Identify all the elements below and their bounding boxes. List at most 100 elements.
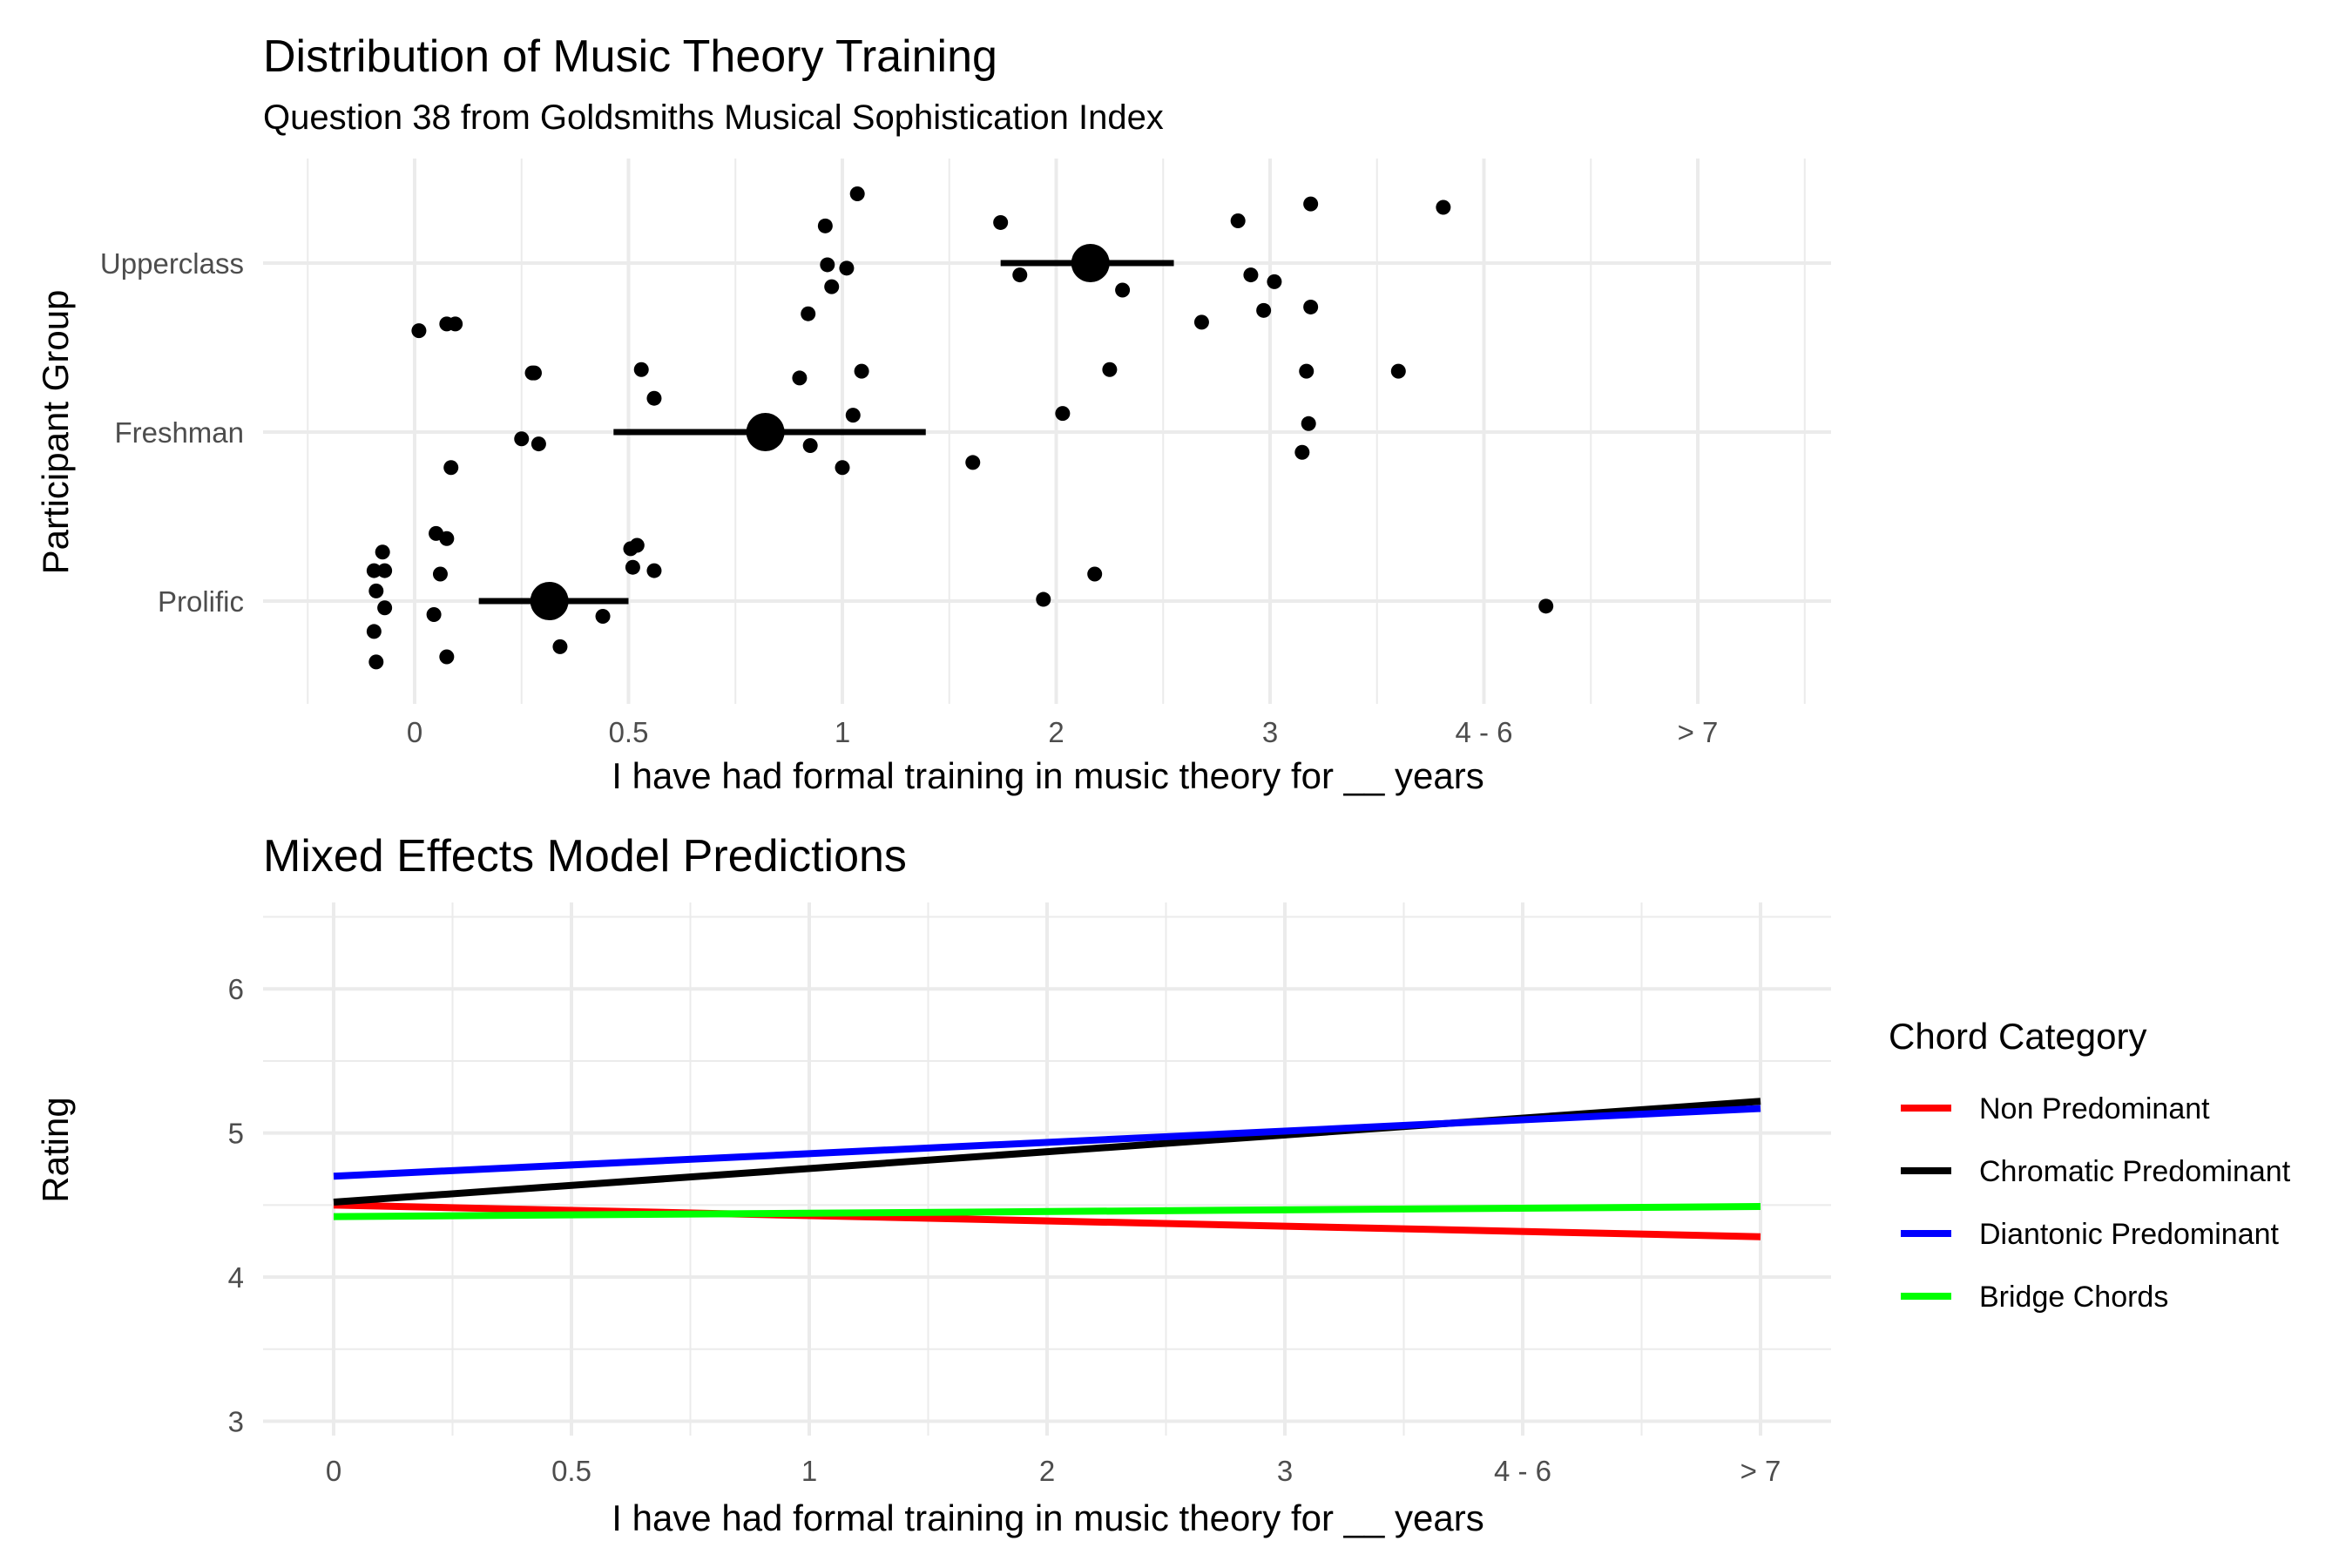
legend-title: Chord Category <box>1889 1016 2146 1057</box>
prediction-lines <box>333 1098 1761 1240</box>
data-point <box>1303 196 1319 212</box>
series-line <box>333 1203 1761 1220</box>
data-point <box>1390 363 1406 379</box>
data-point <box>439 531 455 546</box>
data-point <box>646 390 662 406</box>
y-axis-title-2: Rating <box>35 1097 76 1202</box>
legend-label: Non Predominant <box>1979 1092 2210 1125</box>
data-point <box>1102 362 1118 377</box>
data-point <box>531 436 546 452</box>
x-tick-label: 3 <box>1277 1455 1293 1487</box>
data-point <box>366 563 382 578</box>
data-point <box>1243 267 1259 283</box>
y-tick-label: 3 <box>228 1405 244 1437</box>
series-line <box>333 1105 1761 1180</box>
legend: Chord Category Non Predominant Chromatic … <box>1889 1016 2291 1314</box>
x-tick-label: > 7 <box>1740 1455 1781 1487</box>
x-tick-label: 0 <box>326 1455 341 1487</box>
data-point <box>993 214 1009 230</box>
x-tick-label: 0 <box>407 716 422 748</box>
x-tick-label: 2 <box>1048 716 1064 748</box>
y-tick-labels: Prolific Freshman Upperclass <box>100 247 244 618</box>
legend-label: Bridge Chords <box>1979 1281 2168 1314</box>
data-point <box>792 370 808 386</box>
mean-point <box>1071 244 1110 282</box>
legend-label: Diantonic Predominant <box>1979 1218 2280 1251</box>
data-point <box>526 365 542 381</box>
data-point <box>854 363 869 379</box>
x-tick-label: 1 <box>835 716 850 748</box>
data-point <box>802 438 818 454</box>
chart-title-2: Mixed Effects Model Predictions <box>263 831 907 882</box>
data-point <box>411 323 427 339</box>
data-point <box>1193 314 1209 330</box>
data-point <box>1299 363 1315 379</box>
data-point <box>1115 282 1131 298</box>
x-tick-label: 4 - 6 <box>1494 1455 1551 1487</box>
y-axis-title: Participant Group <box>35 290 76 575</box>
x-tick-label: 1 <box>801 1455 817 1487</box>
data-point <box>1036 591 1051 607</box>
x-tick-label: 3 <box>1262 716 1278 748</box>
y-tick-label: Prolific <box>158 585 244 618</box>
group-summaries <box>478 244 1174 620</box>
grid-major-2 <box>263 902 1831 1436</box>
data-point <box>820 257 835 273</box>
data-point <box>1087 566 1103 582</box>
data-point <box>375 544 390 560</box>
chart-title: Distribution of Music Theory Training <box>263 31 997 82</box>
data-point <box>1303 299 1319 314</box>
y-tick-label: 5 <box>228 1118 244 1150</box>
data-point <box>1267 274 1282 289</box>
data-point <box>439 649 455 665</box>
y-tick-label: Upperclass <box>100 247 244 280</box>
data-point <box>439 316 455 332</box>
mean-point <box>746 413 785 451</box>
data-point <box>1294 444 1310 460</box>
data-point <box>1230 213 1246 228</box>
x-tick-label: 0.5 <box>551 1455 591 1487</box>
data-point <box>845 408 861 423</box>
data-point <box>443 460 459 476</box>
data-point <box>368 654 384 670</box>
data-points <box>366 186 1554 670</box>
chart-subtitle: Question 38 from Goldsmiths Musical Soph… <box>263 98 1164 137</box>
y-tick-labels-2: 3 4 5 6 <box>228 973 244 1437</box>
data-point <box>552 639 568 654</box>
data-point <box>817 218 833 233</box>
data-point <box>1055 406 1071 422</box>
x-axis-title-2: I have had formal training in music theo… <box>612 1497 1484 1538</box>
data-point <box>646 563 662 578</box>
data-point <box>824 279 840 294</box>
x-tick-labels-2: 0 0.5 1 2 3 4 - 6 > 7 <box>326 1455 1781 1487</box>
data-point <box>965 455 981 470</box>
data-point <box>801 306 816 321</box>
data-point <box>1256 302 1272 318</box>
x-tick-label: 4 - 6 <box>1455 716 1512 748</box>
x-tick-label: 2 <box>1039 1455 1055 1487</box>
data-point <box>432 566 448 582</box>
y-tick-label: 4 <box>228 1261 244 1294</box>
model-predictions-panel: Mixed Effects Model Predictions 0 0.5 1 2 3 4… <box>35 831 2291 1538</box>
y-tick-label: Freshman <box>114 416 244 449</box>
dot-plot-panel: Distribution of Music Theory Training Qu… <box>35 31 1831 796</box>
data-point <box>377 563 393 578</box>
mean-point <box>530 582 569 620</box>
data-point <box>1012 267 1028 283</box>
legend-label: Chromatic Predominant <box>1979 1155 2291 1188</box>
data-point <box>1436 199 1451 215</box>
data-point <box>426 607 442 623</box>
data-point <box>366 624 382 639</box>
data-point <box>368 583 384 598</box>
data-point <box>835 460 850 476</box>
data-point <box>849 186 865 201</box>
data-point <box>629 537 645 553</box>
data-point <box>1301 416 1316 431</box>
data-point <box>514 431 530 447</box>
x-tick-label: > 7 <box>1678 716 1719 748</box>
data-point <box>595 608 611 624</box>
x-tick-label: 0.5 <box>609 716 649 748</box>
data-point <box>839 260 855 276</box>
legend-items: Non Predominant Chromatic Predominant Dian… <box>1901 1092 2291 1314</box>
